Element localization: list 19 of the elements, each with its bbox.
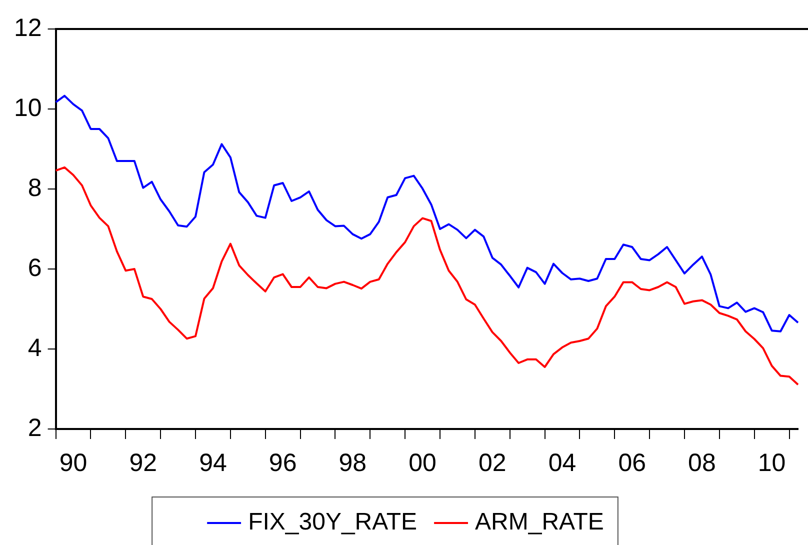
x-tick-label: 94: [199, 448, 227, 477]
y-tick-label: 6: [28, 254, 42, 282]
x-tick-label: 92: [129, 448, 158, 477]
x-tick-label: 10: [758, 448, 786, 477]
y-tick-label: 12: [14, 14, 42, 42]
x-tick-label: 02: [478, 448, 506, 477]
x-tick-label: 96: [268, 448, 297, 477]
y-tick-label: 8: [28, 174, 42, 202]
legend-label: FIX_30Y_RATE: [248, 508, 418, 536]
legend-label: ARM_RATE: [475, 508, 604, 536]
x-tick-label: 08: [688, 448, 716, 477]
y-tick-label: 10: [14, 94, 42, 122]
x-tick-label: 04: [548, 448, 576, 477]
y-tick-label: 4: [28, 334, 42, 362]
x-tick-label: 90: [59, 448, 88, 477]
x-tick-label: 06: [618, 448, 646, 477]
y-tick-label: 2: [28, 414, 42, 442]
x-tick-label: 98: [338, 448, 367, 477]
x-tick-label: 00: [408, 448, 436, 477]
